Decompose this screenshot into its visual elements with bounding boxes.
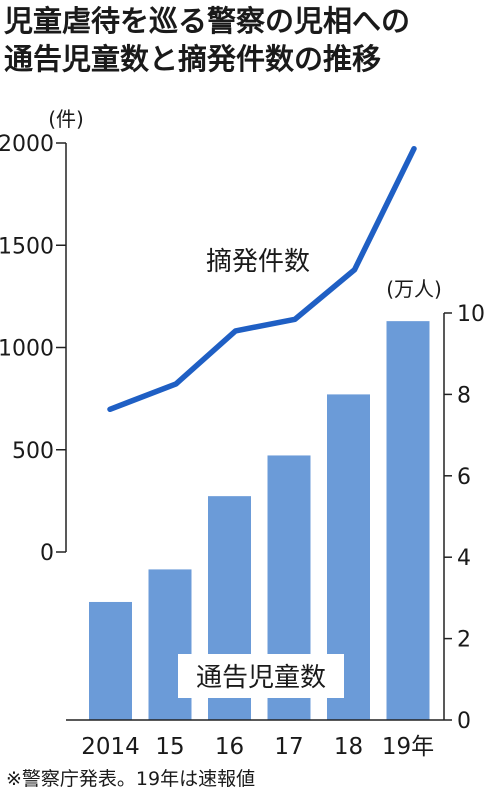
source-note: ※警察庁発表。19年は速報値 xyxy=(6,768,256,790)
right-tick-label-4: 8 xyxy=(457,383,471,408)
x-tick-label-5: 19年 xyxy=(382,734,434,760)
left-tick-label-4: 2000 xyxy=(0,132,54,157)
title-line-2: 通告児童数と摘発件数の推移 xyxy=(4,42,382,76)
bar-series-label-bg xyxy=(178,654,344,698)
title-line-1: 児童虐待を巡る警察の児相への xyxy=(4,4,411,38)
chart-area: 0 500 1000 1500 2000(件) 0 2 4 6 8 10 (万人) 2014 15 16 17… xyxy=(0,107,485,760)
line-series-摘発件数 xyxy=(107,145,417,413)
left-axis-unit: (件) xyxy=(48,107,84,131)
left-tick-label-2: 1000 xyxy=(0,337,54,362)
bar-5 xyxy=(386,321,430,720)
right-axis-unit: (万人) xyxy=(386,277,442,301)
right-tick-label-0: 0 xyxy=(457,709,471,734)
x-tick-label-4: 18 xyxy=(334,734,363,760)
left-tick-label-0: 0 xyxy=(40,541,54,566)
left-tick-label-1: 500 xyxy=(12,439,54,464)
left-tick-label-3: 1500 xyxy=(0,234,54,259)
x-tick-label-3: 17 xyxy=(274,734,303,760)
x-tick-label-2: 16 xyxy=(215,734,244,760)
right-tick-label-3: 6 xyxy=(457,465,471,490)
right-tick-label-5: 10 xyxy=(457,302,485,327)
x-tick-label-0: 2014 xyxy=(81,734,140,760)
line-series-label: 摘発件数 xyxy=(206,247,310,277)
bar-series-label: 通告児童数 xyxy=(196,663,326,693)
x-tick-label-1: 15 xyxy=(155,734,184,760)
chart-title: 児童虐待を巡る警察の児相への 通告児童数と摘発件数の推移 xyxy=(4,2,494,78)
right-tick-label-2: 4 xyxy=(457,546,471,571)
bar-0 xyxy=(89,601,132,720)
right-tick-label-1: 2 xyxy=(457,628,471,653)
